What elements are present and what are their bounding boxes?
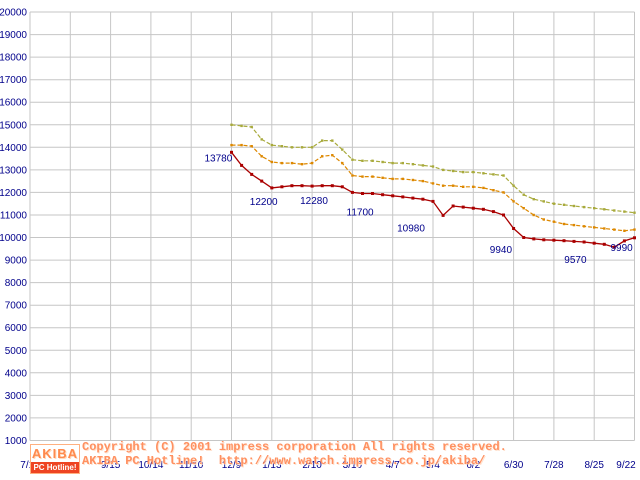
svg-text:4000: 4000: [5, 368, 28, 379]
svg-text:9990: 9990: [611, 243, 634, 254]
svg-text:7/28: 7/28: [544, 460, 564, 471]
svg-text:11000: 11000: [0, 211, 27, 222]
svg-text:12/9: 12/9: [222, 460, 242, 471]
svg-text:8/25: 8/25: [584, 460, 604, 471]
svg-text:8000: 8000: [5, 278, 28, 289]
svg-text:13780: 13780: [205, 153, 233, 164]
svg-text:2/10: 2/10: [302, 460, 322, 471]
svg-text:12000: 12000: [0, 188, 27, 199]
svg-text:12200: 12200: [250, 197, 278, 208]
svg-text:6/30: 6/30: [504, 460, 524, 471]
svg-text:10/14: 10/14: [138, 460, 163, 471]
svg-text:9570: 9570: [564, 255, 587, 266]
svg-text:3000: 3000: [5, 391, 28, 402]
svg-text:16000: 16000: [0, 98, 27, 109]
svg-text:1/13: 1/13: [262, 460, 282, 471]
svg-text:10980: 10980: [397, 223, 425, 234]
copyright-line: Copyright (C) 2001 impress corporation A…: [82, 440, 507, 454]
site-credit-line: AKIBA PC Hotline! http://www.watch.impre…: [82, 454, 486, 468]
svg-text:9/15: 9/15: [101, 460, 121, 471]
svg-text:6000: 6000: [5, 323, 28, 334]
svg-text:7000: 7000: [5, 301, 28, 312]
svg-text:1000: 1000: [5, 436, 28, 447]
svg-text:5000: 5000: [5, 346, 28, 357]
svg-text:3/10: 3/10: [343, 460, 363, 471]
svg-text:4/7: 4/7: [386, 460, 400, 471]
logo-title: AKIBA: [31, 446, 79, 461]
svg-text:14000: 14000: [0, 143, 27, 154]
svg-text:9000: 9000: [5, 256, 28, 267]
akiba-pc-hotline-logo: AKIBA PC Hotline!: [30, 444, 80, 474]
svg-text:5/4: 5/4: [426, 460, 440, 471]
svg-text:12280: 12280: [300, 196, 328, 207]
svg-text:6/2: 6/2: [466, 460, 480, 471]
svg-text:15000: 15000: [0, 120, 27, 131]
svg-text:17000: 17000: [0, 75, 27, 86]
svg-text:11700: 11700: [347, 208, 375, 219]
logo-subtitle: PC Hotline!: [31, 462, 79, 473]
svg-text:9/22: 9/22: [616, 460, 636, 471]
svg-text:10000: 10000: [0, 233, 27, 244]
svg-text:11/10: 11/10: [179, 460, 204, 471]
svg-text:9940: 9940: [490, 245, 513, 256]
svg-text:2000: 2000: [5, 413, 28, 424]
svg-text:19000: 19000: [0, 30, 27, 41]
svg-text:20000: 20000: [0, 8, 27, 19]
svg-text:13000: 13000: [0, 165, 27, 176]
svg-text:18000: 18000: [0, 53, 27, 64]
